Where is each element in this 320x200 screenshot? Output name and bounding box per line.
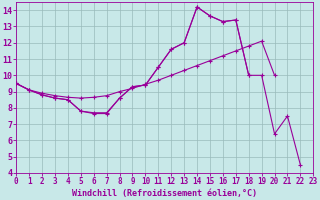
X-axis label: Windchill (Refroidissement éolien,°C): Windchill (Refroidissement éolien,°C) <box>72 189 257 198</box>
